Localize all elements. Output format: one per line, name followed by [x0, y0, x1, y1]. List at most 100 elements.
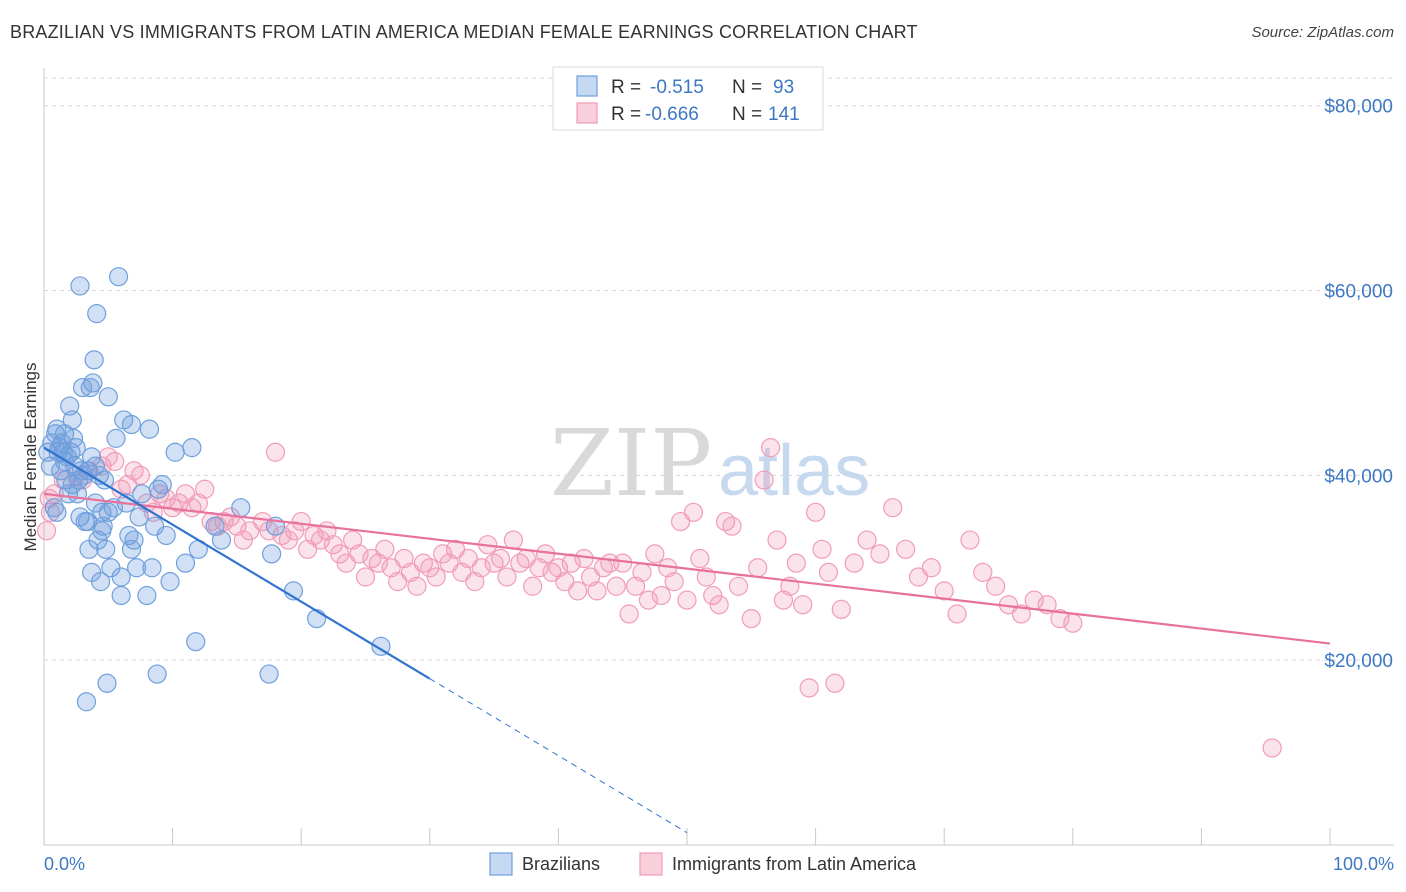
legend-r-value-blue: -0.515	[650, 77, 704, 98]
immigrant-point	[388, 572, 408, 592]
immigrant-point	[555, 572, 575, 592]
bottom-legend-swatch-pink	[639, 852, 663, 876]
brazilian-point	[307, 608, 327, 629]
immigrant-point	[503, 530, 523, 550]
brazilian-point	[121, 414, 142, 435]
trendlines	[43, 446, 1331, 834]
immigrant-point	[793, 595, 813, 615]
immigrant-point	[677, 590, 697, 610]
brazilian-point	[62, 475, 82, 495]
legend-r-label-blue: R =	[611, 77, 641, 98]
brazilian-trend-extension	[429, 678, 688, 834]
watermark-zip: ZIP	[550, 410, 712, 517]
immigrant-point	[638, 590, 659, 610]
legend: R = -0.515 N = 93 R = -0.666 N = 141	[552, 66, 824, 131]
x-tick-label-max: 100.0%	[1333, 854, 1394, 874]
brazilian-point	[92, 521, 112, 541]
immigrant-point	[767, 530, 787, 550]
brazilian-point	[156, 525, 176, 546]
y-tick-label: $80,000	[1324, 97, 1393, 118]
brazilian-point	[98, 502, 118, 522]
immigrant-point	[265, 442, 286, 462]
immigrant-point	[426, 567, 446, 587]
immigrant-point	[960, 530, 980, 550]
brazilian-point	[96, 539, 116, 559]
brazilian-point	[111, 567, 131, 587]
brazilian-point	[72, 377, 93, 398]
immigrant-point	[355, 567, 376, 587]
y-axis-label: Median Female Earnings	[21, 363, 40, 552]
immigrant-point	[619, 604, 639, 624]
brazilian-point	[84, 350, 104, 370]
legend-n-label-pink: N =	[732, 104, 762, 125]
y-tick-label: $20,000	[1324, 651, 1393, 672]
immigrant-point	[805, 502, 826, 522]
source-label: Source: ZipAtlas.com	[1251, 24, 1394, 41]
brazilian-point	[186, 632, 206, 652]
immigrant-point	[105, 451, 125, 472]
brazilian-point	[211, 530, 232, 550]
x-tick-label-min: 0.0%	[44, 854, 85, 874]
brazilian-point	[165, 442, 185, 462]
legend-n-value-pink: 141	[768, 104, 800, 125]
brazilian-point	[121, 539, 142, 559]
legend-n-label-blue: N =	[732, 77, 762, 98]
brazilian-point	[262, 544, 282, 564]
brazilian-point	[160, 572, 180, 592]
immigrant-point	[741, 608, 761, 629]
bottom-legend: Brazilians Immigrants from Latin America	[489, 852, 917, 876]
immigrant-point	[709, 595, 729, 615]
immigrant-point	[818, 562, 839, 582]
immigrant-point	[407, 576, 427, 596]
brazilian-point	[76, 692, 97, 712]
watermark-atlas: atlas	[718, 431, 870, 511]
immigrant-point	[921, 558, 941, 578]
axes	[43, 68, 1394, 846]
immigrant-point	[651, 585, 671, 606]
legend-r-value-pink: -0.666	[645, 104, 699, 125]
immigrant-point	[728, 576, 749, 596]
y-tick-label: $40,000	[1324, 466, 1393, 487]
brazilian-point	[147, 664, 167, 684]
brazilian-point	[87, 304, 107, 324]
immigrant-point	[1011, 604, 1031, 624]
immigrant-point	[760, 438, 781, 458]
immigrant-point	[523, 576, 543, 596]
brazilian-point	[139, 419, 160, 439]
legend-swatch-pink	[576, 102, 598, 124]
brazilian-point	[175, 553, 196, 573]
immigrant-point	[375, 539, 395, 559]
immigrant-point	[130, 465, 151, 485]
immigrant-point	[632, 562, 652, 582]
immigrant-point	[799, 678, 819, 698]
immigrant-point	[986, 576, 1006, 596]
immigrant-point	[291, 511, 311, 532]
immigrant-trend-line	[43, 492, 1331, 645]
immigrant-point	[722, 516, 742, 536]
brazilian-point	[70, 507, 90, 527]
brazilian-point	[81, 562, 102, 582]
immigrant-point	[606, 576, 626, 596]
immigrant-point	[825, 673, 845, 693]
immigrant-point	[896, 539, 916, 559]
y-tick-label: $60,000	[1324, 282, 1393, 303]
immigrant-point	[973, 562, 993, 582]
immigrant-point	[786, 553, 806, 573]
immigrant-point	[831, 599, 851, 619]
immigrant-point	[670, 511, 691, 532]
brazilian-point	[98, 387, 118, 407]
brazilian-point	[132, 484, 152, 504]
bottom-legend-label-immigrants: Immigrants from Latin America	[672, 854, 917, 874]
brazilian-point	[94, 470, 115, 490]
bottom-legend-swatch-blue	[489, 852, 513, 876]
blue-point-group	[38, 267, 391, 712]
brazilian-point	[259, 664, 279, 684]
immigrant-point	[568, 581, 588, 601]
immigrant-point	[683, 502, 704, 522]
brazilian-point	[142, 558, 162, 578]
legend-swatch-blue	[576, 75, 598, 97]
brazilian-point	[111, 585, 131, 606]
brazilian-trend-line	[43, 446, 431, 680]
immigrant-point	[195, 479, 215, 499]
